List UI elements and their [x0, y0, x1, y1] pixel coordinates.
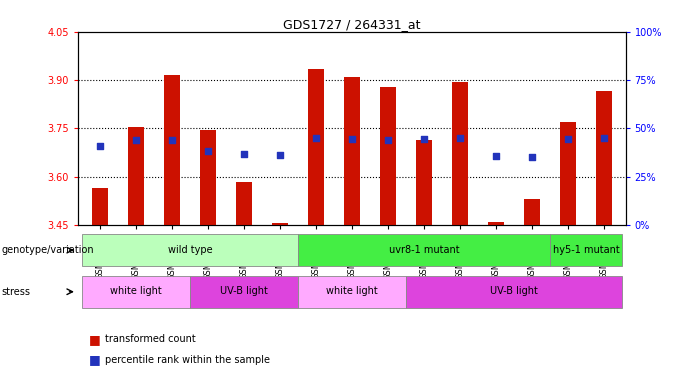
Point	[239, 151, 250, 157]
Bar	[164, 75, 180, 225]
Text: ■: ■	[88, 333, 100, 346]
Point	[346, 136, 357, 142]
Bar	[308, 69, 324, 225]
Bar	[82, 276, 190, 308]
Bar	[344, 77, 360, 225]
Bar	[452, 82, 468, 225]
Bar	[416, 140, 432, 225]
Bar	[236, 182, 252, 225]
Bar	[200, 130, 216, 225]
Bar	[406, 276, 622, 308]
Point	[95, 143, 105, 149]
Point	[418, 136, 429, 142]
Point	[167, 137, 177, 143]
Bar	[596, 92, 612, 225]
Text: white light: white light	[110, 286, 162, 296]
Point	[275, 152, 286, 158]
Text: UV-B light: UV-B light	[220, 286, 268, 296]
Bar	[82, 234, 298, 266]
Point	[490, 153, 501, 159]
Bar	[560, 122, 576, 225]
Text: UV-B light: UV-B light	[490, 286, 538, 296]
Bar	[92, 188, 108, 225]
Bar	[524, 199, 540, 225]
Point	[311, 135, 322, 141]
Point	[131, 137, 141, 143]
Text: genotype/variation: genotype/variation	[1, 245, 94, 255]
Point	[598, 135, 609, 141]
Bar	[380, 87, 396, 225]
Title: GDS1727 / 264331_at: GDS1727 / 264331_at	[283, 18, 421, 31]
Text: uvr8-1 mutant: uvr8-1 mutant	[388, 244, 459, 255]
Bar	[298, 234, 550, 266]
Text: hy5-1 mutant: hy5-1 mutant	[553, 244, 619, 255]
Bar	[272, 224, 288, 225]
Bar	[298, 276, 406, 308]
Point	[562, 136, 573, 142]
Text: white light: white light	[326, 286, 378, 296]
Text: transformed count: transformed count	[105, 334, 196, 344]
Text: ■: ■	[88, 354, 100, 366]
Point	[203, 148, 214, 154]
Text: stress: stress	[1, 287, 31, 297]
Bar	[550, 234, 622, 266]
Point	[526, 154, 537, 160]
Text: wild type: wild type	[167, 244, 212, 255]
Point	[382, 137, 393, 143]
Bar	[488, 222, 504, 225]
Point	[454, 135, 465, 141]
Text: percentile rank within the sample: percentile rank within the sample	[105, 355, 271, 365]
Bar	[128, 127, 144, 225]
Bar	[190, 276, 298, 308]
